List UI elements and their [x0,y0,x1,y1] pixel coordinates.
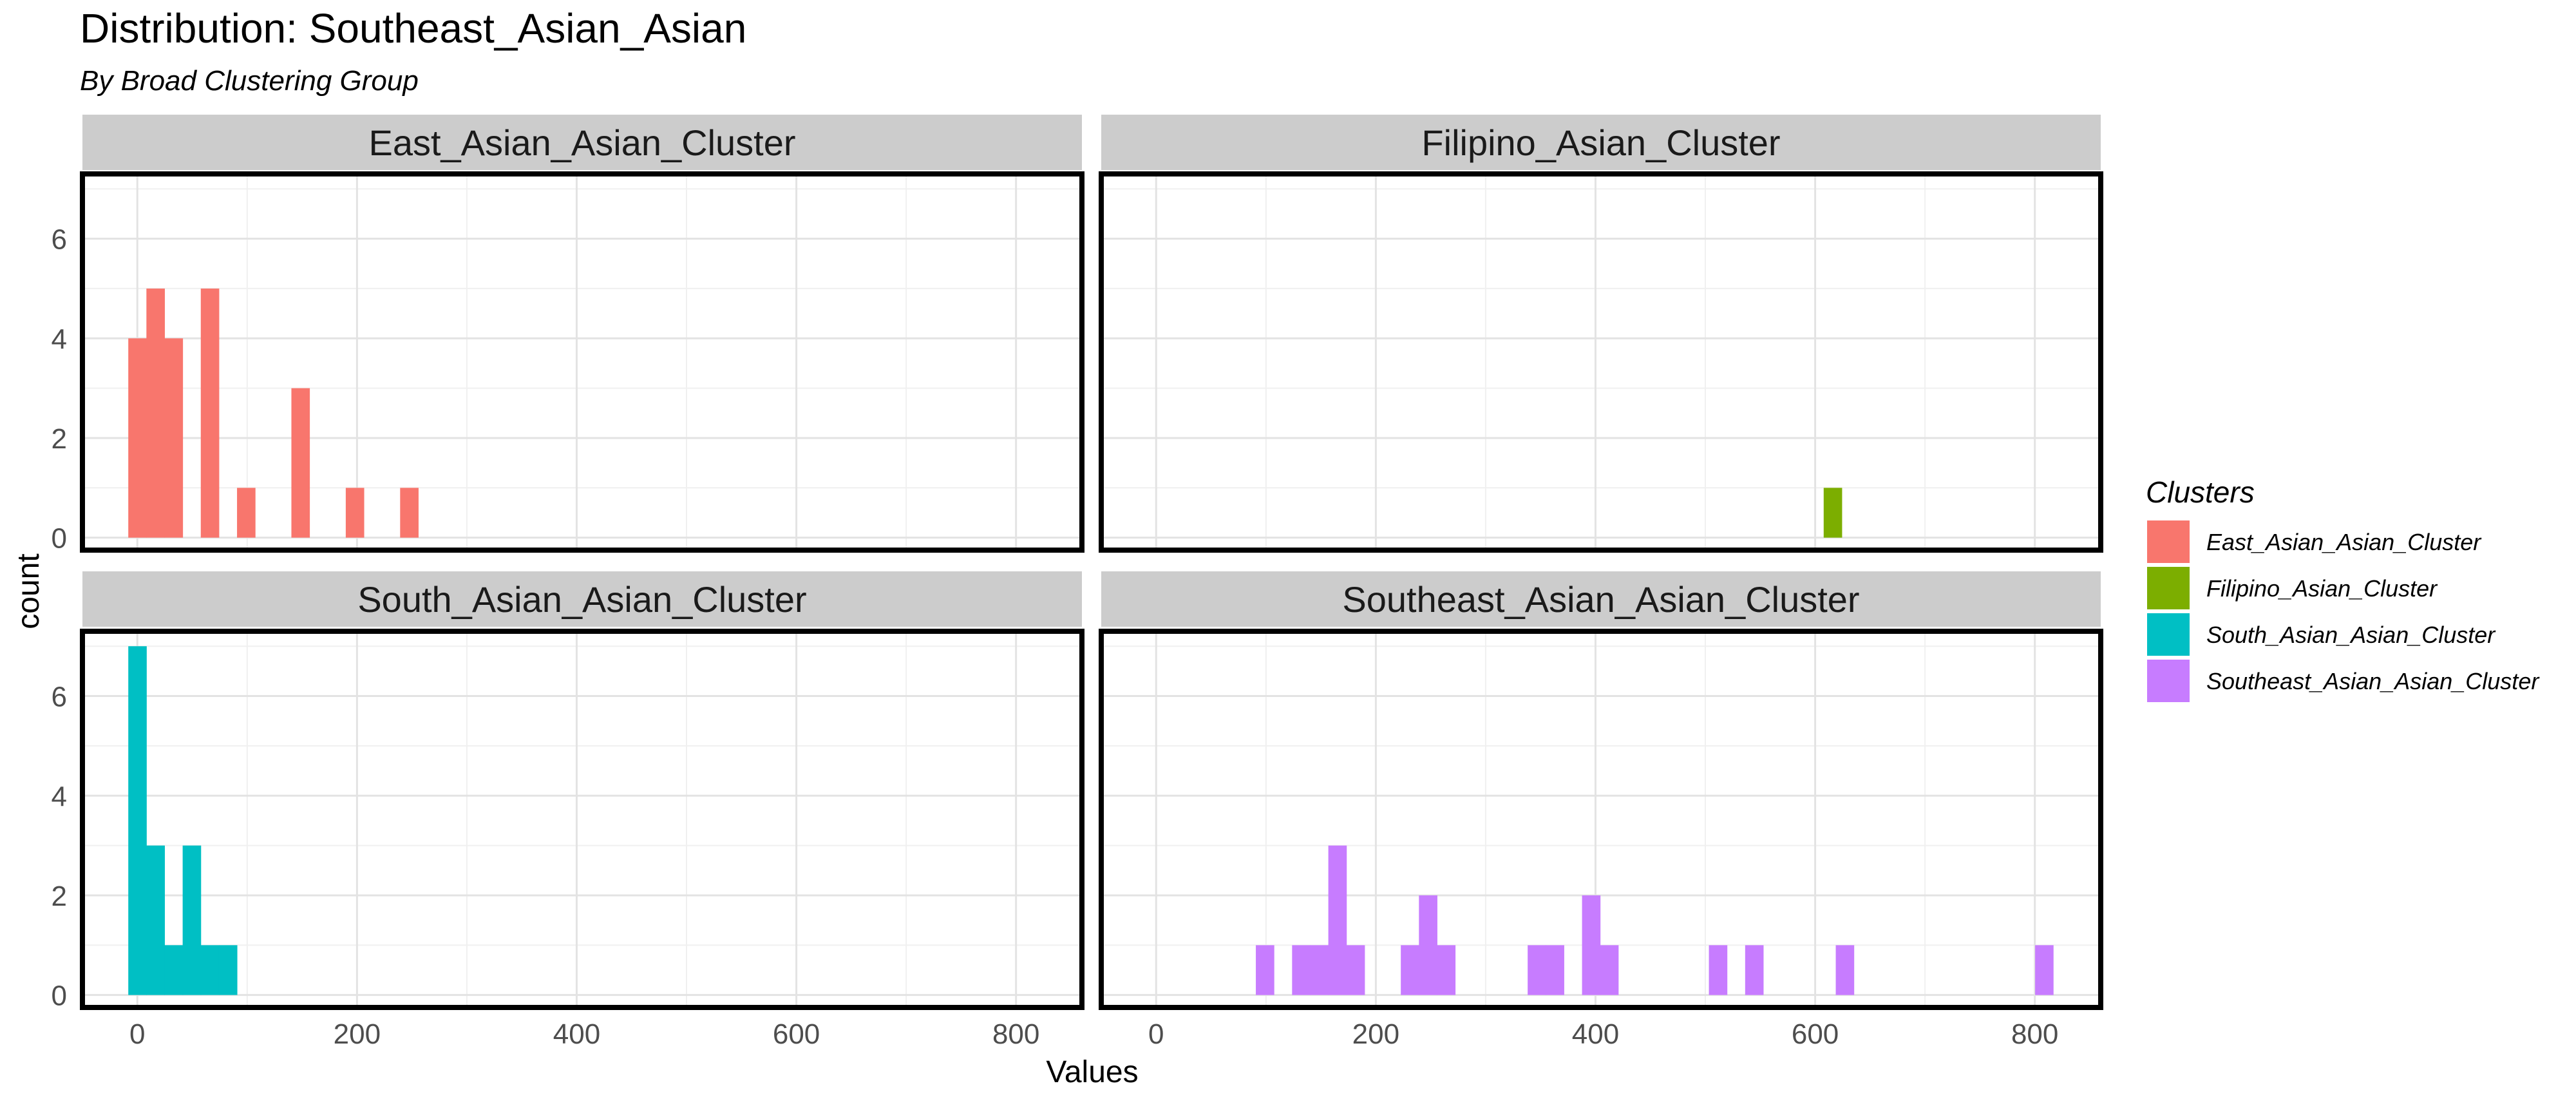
y-tick-label: 0 [52,980,67,1012]
facet-panel: South_Asian_Asian_Cluster 0 2 4 6 0 200 400 600 8… [52,571,1084,1050]
legend-entry-label: South_Asian_Asian_Cluster [2206,622,2496,648]
histogram-bar [200,945,220,995]
histogram-bar [1292,945,1311,995]
chart-subtitle: By Broad Clustering Group [80,65,419,97]
histogram-bar [128,646,147,995]
x-tick-label: 600 [1792,1018,1839,1050]
x-tick-label: 800 [992,1018,1039,1050]
y-tick-label: 4 [52,323,67,355]
histogram-bar [1419,895,1437,995]
histogram-bar [2035,945,2054,995]
histogram-bar [1328,845,1347,995]
y-axis-label: count [12,553,46,629]
x-tick-label: 400 [1572,1018,1619,1050]
facet-strip-label: Southeast_Asian_Asian_Cluster [1342,579,1859,620]
panel-border [80,171,1084,553]
histogram-bar [164,945,184,995]
histogram-bar [1346,945,1365,995]
legend-title: Clusters [2146,475,2255,509]
legend-entry-label: East_Asian_Asian_Cluster [2206,529,2482,555]
histogram-bar [1823,488,1842,538]
legend-swatch [2147,613,2190,656]
facet-strip [82,115,1082,170]
panel-border [80,629,1084,1010]
histogram-bar [164,338,184,538]
histogram-bar [146,845,165,995]
x-tick-label: 800 [2011,1018,2058,1050]
histogram-bar [182,845,202,995]
chart-title: Distribution: Southeast_Asian_Asian [80,5,746,52]
histogram-bar [1582,895,1601,995]
histogram-bar [291,388,310,538]
legend-entry-label: Filipino_Asian_Cluster [2206,575,2438,602]
facet-panel: Southeast_Asian_Asian_Cluster 0 200 400 600 8… [1099,571,2103,1050]
legend: Clusters East_Asian_Asian_Cluster Filipino… [2146,475,2540,702]
x-tick-label: 600 [773,1018,820,1050]
x-tick-label: 0 [1148,1018,1164,1050]
y-tick-label: 2 [52,423,67,455]
facet-strip [82,571,1082,627]
facet-strip-label: Filipino_Asian_Cluster [1421,122,1780,163]
facet-strip-label: East_Asian_Asian_Cluster [368,122,795,163]
facet-strip [1101,115,2101,170]
y-tick-label: 0 [52,523,67,555]
histogram-bar [128,338,147,538]
histogram-bar [146,288,165,538]
histogram-bar [1600,945,1619,995]
histogram-bar [345,488,365,538]
panel-border [1099,171,2103,553]
histogram-bar [1256,945,1274,995]
y-tick-label: 4 [52,781,67,812]
facet-panel: Filipino_Asian_Cluster [1099,115,2103,553]
x-tick-label: 200 [1352,1018,1399,1050]
histogram-bar [237,488,256,538]
x-tick-label: 200 [334,1018,381,1050]
facet-panel: East_Asian_Asian_Cluster 0 2 4 6 [52,115,1084,555]
histogram-bar [218,945,238,995]
legend-swatch [2147,660,2190,702]
legend-entry-label: Southeast_Asian_Asian_Cluster [2206,668,2540,694]
legend-swatch [2147,520,2190,563]
facet-strip [1101,571,2101,627]
panel-border [1099,629,2103,1010]
facets-layer: East_Asian_Asian_Cluster 0 2 4 6 Filipino_Asi… [52,115,2103,1050]
histogram-bar [400,488,419,538]
histogram-bar [200,288,220,538]
y-tick-label: 6 [52,224,67,256]
histogram-bar [1709,945,1728,995]
x-axis-label: Values [1046,1055,1138,1089]
facet-strip-label: South_Asian_Asian_Cluster [357,579,806,620]
y-tick-label: 6 [52,682,67,713]
x-tick-label: 400 [553,1018,600,1050]
histogram-bar [1835,945,1855,995]
histogram-bar [1546,945,1564,995]
histogram-bar [1528,945,1546,995]
histogram-bar [1437,945,1456,995]
histogram-bar [1310,945,1329,995]
legend-swatch [2147,567,2190,609]
y-tick-label: 2 [52,881,67,912]
histogram-bar [1401,945,1419,995]
histogram-bar [1745,945,1764,995]
x-tick-label: 0 [129,1018,145,1050]
